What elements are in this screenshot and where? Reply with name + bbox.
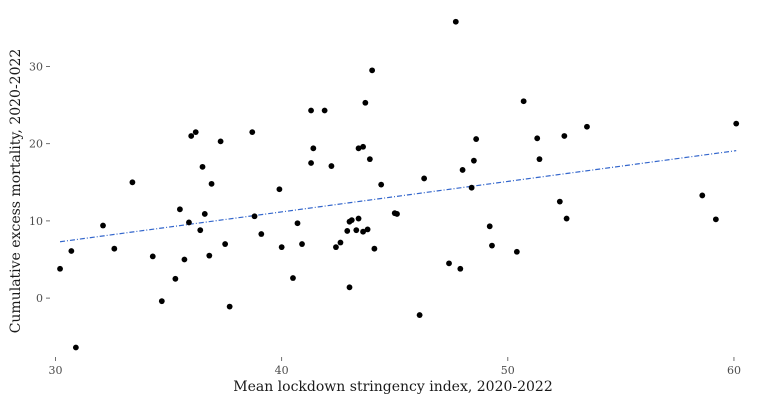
data-point <box>177 206 183 213</box>
y-tick-label: 20 <box>29 138 43 151</box>
data-point <box>299 241 305 247</box>
data-point <box>344 228 351 234</box>
data-point <box>276 186 283 193</box>
data-point <box>186 219 192 226</box>
data-point <box>712 216 719 223</box>
data-point <box>321 107 328 114</box>
x-axis-title: Mean lockdown stringency index, 2020-202… <box>233 379 553 395</box>
data-point <box>360 143 366 150</box>
data-point <box>513 248 520 255</box>
data-point <box>129 179 136 186</box>
data-point <box>457 265 464 272</box>
data-point <box>308 107 314 114</box>
trend-line <box>59 150 737 243</box>
data-point <box>172 275 179 282</box>
data-point <box>366 156 373 163</box>
data-point <box>197 227 204 234</box>
data-point <box>149 253 156 260</box>
y-axis: 0 10 20 30 <box>29 60 50 305</box>
y-axis-title: Cumulative excess mortality, 2020-2022 <box>8 49 24 334</box>
y-tick-label: 30 <box>29 60 43 73</box>
x-tick-label: 40 <box>275 364 289 377</box>
data-point <box>364 226 371 233</box>
data-point <box>416 312 423 318</box>
data-point <box>328 163 335 169</box>
data-point <box>100 222 106 229</box>
data-point <box>111 245 118 252</box>
data-point <box>333 244 339 251</box>
data-point <box>473 136 480 142</box>
data-point <box>181 256 188 263</box>
data-point <box>208 180 215 187</box>
data-point <box>459 167 466 173</box>
data-point <box>249 129 256 136</box>
data-point <box>360 228 366 235</box>
y-tick-label: 10 <box>29 215 43 228</box>
data-point <box>520 98 527 105</box>
data-point <box>446 260 452 267</box>
data-point <box>290 275 296 281</box>
data-point <box>278 244 285 251</box>
data-point <box>206 252 213 259</box>
data-point <box>348 217 355 224</box>
data-point <box>337 239 344 246</box>
data-point <box>226 303 233 310</box>
data-point <box>353 227 360 234</box>
data-point <box>308 160 314 166</box>
data-point <box>733 120 740 127</box>
x-tick-label: 60 <box>727 364 741 377</box>
data-point <box>192 129 199 136</box>
data-point <box>699 192 706 199</box>
data-point <box>68 248 75 254</box>
data-point <box>378 181 385 188</box>
x-axis: 30 40 50 60 <box>49 357 741 377</box>
data-point <box>57 265 63 272</box>
data-point <box>561 133 568 139</box>
data-point <box>201 211 208 217</box>
data-point <box>355 145 362 152</box>
data-point <box>470 157 477 164</box>
data-point <box>452 18 459 25</box>
data-point <box>468 184 475 191</box>
data-point <box>158 298 165 305</box>
data-point <box>217 138 224 145</box>
data-point <box>486 223 493 230</box>
data-point <box>310 145 317 152</box>
data-point <box>188 133 195 139</box>
x-tick-label: 50 <box>501 364 515 377</box>
data-point <box>534 135 541 142</box>
data-point <box>251 213 258 220</box>
data-point <box>369 67 376 74</box>
data-point <box>556 198 563 205</box>
data-point <box>355 215 362 222</box>
data-point <box>72 344 79 351</box>
data-point <box>563 215 570 222</box>
data-point <box>536 156 543 163</box>
data-point <box>394 211 400 217</box>
data-point <box>294 220 301 227</box>
data-point <box>489 242 495 249</box>
data-point <box>371 245 378 252</box>
data-point <box>222 241 229 247</box>
x-tick-label: 30 <box>49 364 63 377</box>
data-points <box>57 18 740 351</box>
data-point <box>346 284 353 291</box>
y-tick-label: 0 <box>36 292 43 305</box>
data-point <box>584 123 590 130</box>
data-point <box>199 163 206 170</box>
data-point <box>258 231 265 237</box>
data-point <box>421 175 428 182</box>
data-point <box>362 99 369 106</box>
